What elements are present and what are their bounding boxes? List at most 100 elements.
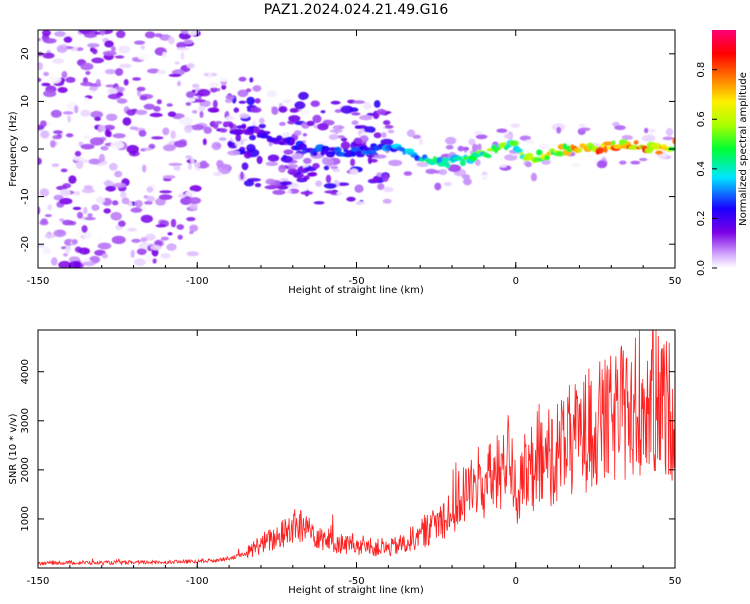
spectrogram-noise-blob	[42, 30, 51, 37]
spectrogram-noise-blob	[80, 109, 91, 117]
spectrogram-noise-blob	[377, 183, 385, 191]
spectrogram-noise-blob	[294, 101, 306, 110]
spectrogram-noise-blob	[282, 99, 292, 104]
spectrogram-signal-blob	[536, 149, 543, 156]
spectrogram-noise-blob	[61, 43, 67, 47]
x-tick-label: -50	[348, 276, 364, 287]
spectrogram-noise-blob	[202, 138, 207, 146]
spectrogram-noise-blob	[312, 163, 320, 169]
spectrogram-noise-blob	[151, 136, 164, 140]
spectrogram-noise-blob	[477, 143, 482, 151]
spectrogram-noise-blob	[556, 126, 562, 134]
spectrogram-signal-blob	[672, 137, 675, 145]
spectrogram-noise-blob	[325, 158, 334, 167]
spectrogram-noise-blob	[42, 52, 55, 59]
spectrogram-noise-blob	[140, 148, 146, 152]
spectrogram-noise-blob	[312, 114, 322, 124]
spectrogram-noise-blob	[235, 134, 242, 142]
spectrogram-signal-blob	[597, 146, 604, 154]
spectrogram-noise-blob	[641, 134, 656, 142]
spectrogram-noise-blob	[475, 159, 481, 166]
spectrogram-noise-blob	[194, 161, 201, 168]
spectrogram-noise-blob	[630, 160, 641, 165]
spectrogram-noise-blob	[265, 178, 276, 185]
spectrogram-noise-blob	[186, 217, 196, 222]
spectrogram-noise-blob	[104, 40, 114, 48]
spectrogram-noise-blob	[447, 164, 461, 172]
spectrogram-noise-blob	[243, 151, 252, 159]
spectrogram-noise-blob	[203, 126, 212, 134]
spectrogram-noise-blob	[47, 75, 62, 84]
spectrogram-noise-blob	[167, 232, 173, 236]
spectrogram-noise-blob	[116, 98, 128, 104]
spectrogram-noise-blob	[107, 93, 121, 100]
snr-frame	[37, 329, 676, 569]
spectrogram-noise-blob	[40, 130, 50, 139]
spectrogram-noise-blob	[325, 174, 332, 184]
spectrogram-noise-blob	[216, 78, 231, 82]
spectrogram-noise-blob	[278, 164, 286, 173]
spectrogram-noise-blob	[387, 129, 395, 134]
spectrogram-noise-blob	[571, 163, 581, 168]
spectrogram-noise-blob	[330, 100, 341, 105]
y-tick-label: 1000	[20, 506, 31, 531]
spectrogram-noise-blob	[259, 117, 265, 125]
spectrogram-noise-blob	[174, 61, 180, 65]
spectrogram-x-ticks: -150 -100 -50 0 50	[27, 30, 681, 287]
spectrogram-signal-blob	[289, 138, 296, 146]
spectrogram-noise-blob	[191, 124, 205, 131]
spectrogram-noise-blob	[119, 63, 132, 69]
spectrogram-noise-blob	[189, 185, 202, 192]
spectrogram-noise-blob	[238, 76, 247, 82]
spectrogram-noise-blob	[323, 165, 330, 171]
spectrogram-noise-blob	[138, 129, 147, 137]
spectrogram-noise-blob	[162, 127, 170, 136]
spectrogram-noise-blob	[81, 225, 88, 233]
spectrogram-noise-blob	[89, 86, 98, 91]
spectrogram-noise-blob	[178, 32, 192, 40]
spectrogram-noise-blob	[110, 211, 122, 221]
colorbar-tick-label: 0.8	[696, 62, 707, 78]
spectrogram-noise-blob	[145, 233, 156, 241]
spectrogram-noise-blob	[364, 126, 376, 134]
spectrogram-noise-blob	[42, 246, 51, 255]
spectrogram-noise-blob	[416, 161, 430, 167]
spectrogram-noise-blob	[310, 100, 320, 107]
spectrogram-noise-blob	[644, 127, 649, 134]
spectrogram-noise-blob	[108, 162, 118, 171]
spectrogram-noise-blob	[80, 81, 93, 87]
spectrogram-noise-blob	[136, 248, 147, 256]
spectrogram-noise-blob	[373, 175, 380, 183]
spectrogram-noise-blob	[225, 115, 236, 121]
spectrogram-noise-blob	[187, 197, 202, 205]
spectrogram-noise-blob	[381, 173, 389, 182]
spectrogram-noise-blob	[328, 134, 339, 140]
spectrogram-noise-blob	[225, 94, 235, 101]
spectrogram-noise-blob	[179, 150, 185, 154]
spectrogram-noise-blob	[340, 105, 354, 114]
snr-y-ticks: 1000 2000 3000 4000	[20, 359, 675, 532]
spectrogram-noise-blob	[191, 110, 198, 114]
spectrogram-noise-blob	[189, 203, 198, 210]
spectrogram-noise-blob	[419, 137, 424, 146]
spectrogram-noise-blob	[168, 73, 182, 77]
spectrogram-noise-blob	[382, 198, 392, 204]
spectrogram-noise-blob	[47, 204, 53, 211]
spectrogram-noise-blob	[160, 236, 169, 241]
spectrogram-noise-blob	[166, 103, 173, 107]
spectrogram-noise-blob	[110, 46, 116, 52]
spectrogram-noise-blob	[227, 150, 241, 156]
spectrogram-signal-blob	[458, 156, 463, 160]
snr-x-axis-label: Height of straight line (km)	[288, 585, 424, 596]
spectrogram-noise-blob	[280, 181, 293, 186]
spectrogram-noise-blob	[351, 120, 359, 126]
spectrogram-noise-blob	[288, 115, 301, 122]
spectrogram-noise-blob	[92, 48, 98, 55]
spectrogram-noise-blob	[330, 165, 339, 170]
spectrogram-noise-blob	[298, 183, 311, 191]
spectrogram-noise-blob	[238, 100, 247, 104]
spectrogram-noise-blob	[180, 30, 190, 34]
spectrogram-noise-blob	[254, 98, 261, 104]
spectrogram-noise-blob	[280, 155, 293, 163]
